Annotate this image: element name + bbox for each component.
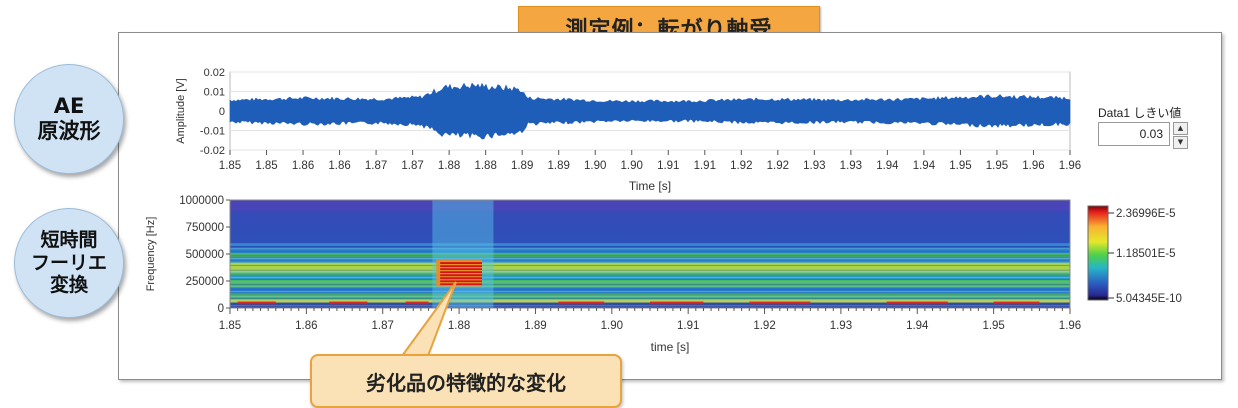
ae-waveform-label: AE 原波形	[14, 64, 124, 174]
threshold-label: Data1 しきい値	[1098, 106, 1182, 120]
stft-label: 短時間 フーリエ 変換	[14, 208, 124, 318]
ae-label-line1: AE	[53, 94, 85, 119]
increment-button[interactable]: ▲	[1173, 122, 1188, 135]
decrement-button[interactable]: ▼	[1173, 136, 1188, 149]
callout-box: 劣化品の特徴的な変化	[310, 354, 622, 408]
threshold-input[interactable]: 0.03	[1098, 122, 1170, 146]
measurement-panel	[118, 32, 1222, 380]
stft-label-line1: 短時間	[40, 229, 98, 252]
stft-label-line3: 変換	[49, 274, 88, 297]
stft-label-line2: フーリエ	[30, 251, 107, 274]
ae-label-line2: 原波形	[37, 119, 101, 143]
